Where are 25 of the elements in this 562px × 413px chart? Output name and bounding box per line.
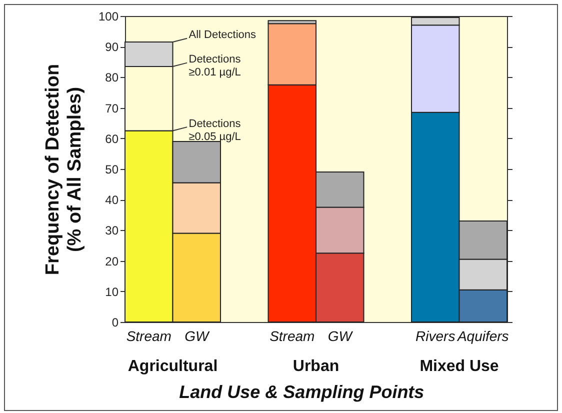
x-axis-title: Land Use & Sampling Points: [179, 382, 424, 402]
x-tick-label: GW: [184, 328, 210, 344]
series-label: All Detections: [188, 29, 256, 42]
x-tick-label: Stream: [126, 328, 172, 344]
y-tick-label: 30: [105, 224, 119, 238]
y-tick-label: 60: [105, 132, 119, 146]
y-tick-label: 40: [105, 193, 119, 208]
x-tick-label: Rivers: [416, 328, 456, 344]
y-tick-label: 50: [105, 162, 119, 176]
y-tick-label: 80: [105, 70, 119, 85]
text: Agricultural: [128, 358, 218, 375]
y-tick-label: 10: [105, 284, 119, 299]
series-label: Detections ≥0.05 µg/L: [188, 118, 242, 143]
y-tick-label: 20: [105, 254, 119, 268]
text: Urban: [292, 358, 340, 375]
series-label: Detections ≥0.01 µg/L: [188, 53, 242, 78]
y-tick-label: 70: [105, 101, 119, 116]
text: Mixed Use: [420, 358, 499, 375]
x-tick-label: Stream: [270, 328, 316, 344]
y-tick-label: 0: [112, 316, 119, 330]
y-tick-label: 90: [105, 40, 119, 54]
y-axis-title: Frequency of Detection (% of All Samples): [42, 64, 86, 276]
x-tick-label: GW: [328, 328, 354, 344]
y-tick-label: 100: [98, 10, 119, 24]
x-tick-label: Aquifers: [456, 328, 509, 344]
